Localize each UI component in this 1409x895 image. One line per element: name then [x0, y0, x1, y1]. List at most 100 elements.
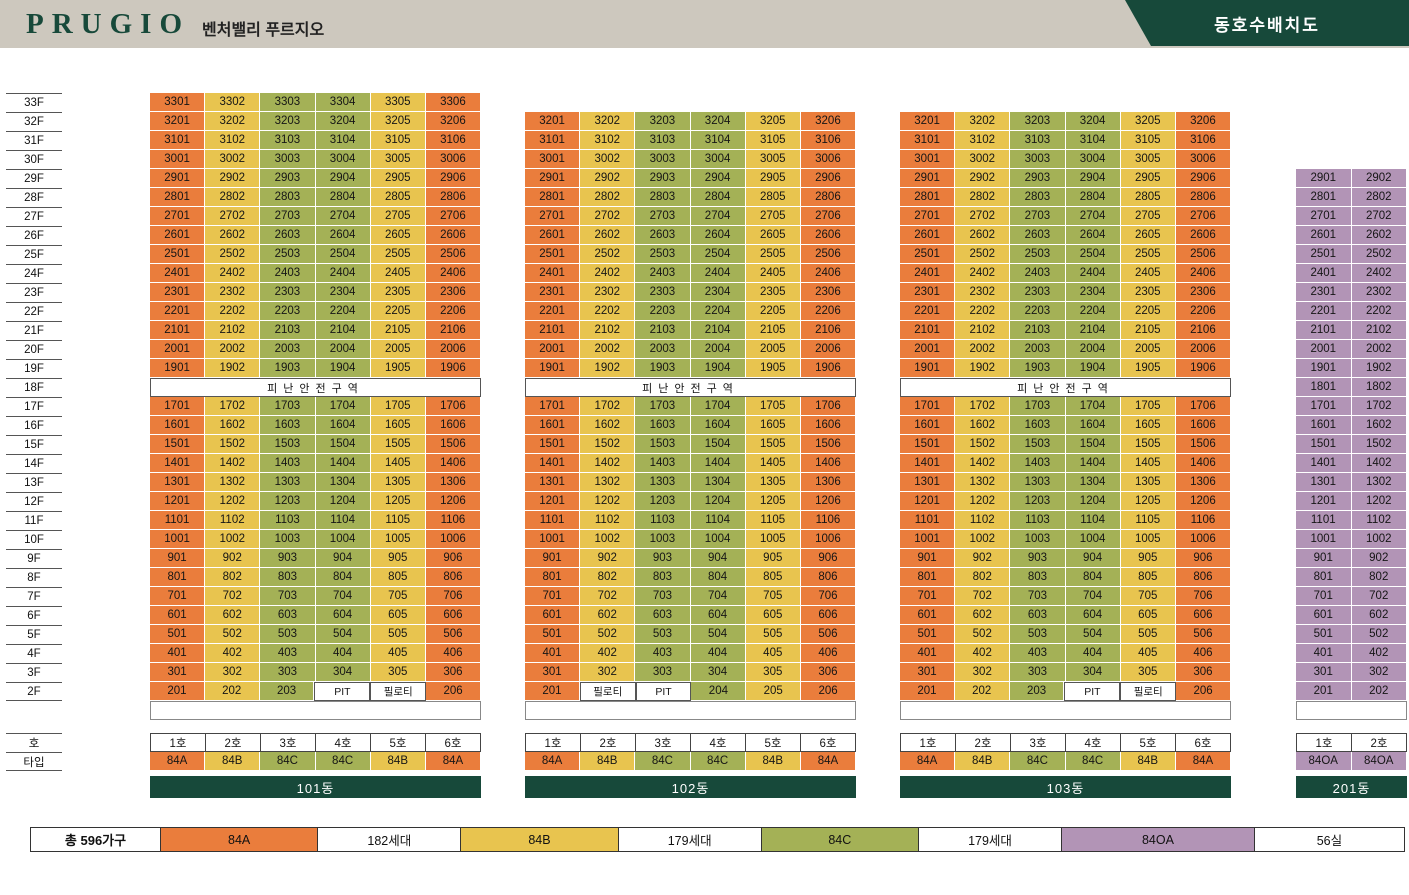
floor-row: 201 202 — [1296, 682, 1407, 701]
unit-cell: 2706 — [425, 207, 482, 226]
unit-cell: 2903 — [635, 169, 691, 188]
unit-cell: 402 — [955, 644, 1011, 663]
unit-cell: 2503 — [1010, 245, 1066, 264]
type-cell: 84A — [1175, 752, 1232, 771]
floor-row: 1101 1102 1103 1104 1105 1106 — [525, 511, 857, 530]
unit-cell: 1503 — [260, 435, 316, 454]
floor-row: 2601 2602 — [1296, 226, 1407, 245]
unit-cell: 2503 — [260, 245, 316, 264]
unit-cell: 2105 — [370, 321, 426, 340]
floor-label: 30F — [6, 150, 62, 169]
floor-label: 28F — [6, 188, 62, 207]
unit-cell: 1101 — [1296, 511, 1352, 530]
unit-cell: 2902 — [580, 169, 636, 188]
floor-row: 2501 2502 2503 2504 2505 2506 — [900, 245, 1232, 264]
unit-cell: 1102 — [1351, 511, 1407, 530]
floor-row: 2201 2202 2203 2204 2205 2206 — [150, 302, 482, 321]
floor-label: 3F — [6, 663, 62, 682]
unit-cell: 1005 — [370, 530, 426, 549]
unit-cell: 2705 — [1120, 207, 1176, 226]
unit-cell: 1003 — [1010, 530, 1066, 549]
unit-cell: 1206 — [1175, 492, 1232, 511]
unit-cell: 1904 — [1065, 359, 1121, 378]
unit-cell: 1905 — [370, 359, 426, 378]
unit-cell: 2002 — [205, 340, 261, 359]
unit-cell: 2805 — [370, 188, 426, 207]
unit-cell: 3005 — [1120, 150, 1176, 169]
unit-cell: 2403 — [1010, 264, 1066, 283]
unit-cell: 802 — [580, 568, 636, 587]
unit-cell: 3203 — [1010, 112, 1066, 131]
type-row: 84A 84B 84C 84C 84B 84A — [525, 752, 857, 771]
floor-row: 1001 1002 — [1296, 530, 1407, 549]
unit-cell: 1201 — [1296, 492, 1352, 511]
unit-cell: 1704 — [315, 397, 371, 416]
piloti-cell: 필로티 — [370, 682, 427, 701]
unit-cell: 3106 — [1175, 131, 1232, 150]
unit-cell: 1203 — [1010, 492, 1066, 511]
unit-cell: 1303 — [260, 473, 316, 492]
unit-cell: 2401 — [150, 264, 206, 283]
unit-cell: 1003 — [260, 530, 316, 549]
unit-cell: 1305 — [745, 473, 801, 492]
unit-cell: 1703 — [635, 397, 691, 416]
unit-cell: 2101 — [525, 321, 581, 340]
unit-cell: 2103 — [1010, 321, 1066, 340]
unit-cell: 2405 — [370, 264, 426, 283]
building-column: 3301 3302 3303 3304 3305 3306 3201 3202 3203 3204… — [150, 93, 482, 798]
floor-row: 1101 1102 1103 1104 1105 1106 — [900, 511, 1232, 530]
unit-cell: 205 — [746, 682, 802, 701]
unit-cell: 2002 — [1351, 340, 1407, 359]
unit-cell: 401 — [900, 644, 956, 663]
unit-cell: 1802 — [1351, 378, 1407, 397]
unit-cell: 1604 — [1065, 416, 1121, 435]
building-column: 3201 3202 3203 3204 3205 3206 3101 3102 3103 3104… — [900, 93, 1232, 798]
unit-cell: 2402 — [955, 264, 1011, 283]
unit-cell: 901 — [1296, 549, 1352, 568]
unit-cell: 3106 — [800, 131, 857, 150]
unit-cell: 402 — [1351, 644, 1407, 663]
floor-row: 401 402 — [1296, 644, 1407, 663]
floor-row: 1201 1202 1203 1204 1205 1206 — [525, 492, 857, 511]
unit-number-header-row: 1호 2호 — [1296, 733, 1407, 752]
unit-cell: 2903 — [1010, 169, 1066, 188]
unit-cell: 1605 — [370, 416, 426, 435]
unit-cell: 1602 — [580, 416, 636, 435]
unit-cell: 2501 — [525, 245, 581, 264]
floor-label: 14F — [6, 454, 62, 473]
unit-cell: 2202 — [955, 302, 1011, 321]
unit-cell: 2803 — [635, 188, 691, 207]
unit-cell: 2206 — [1175, 302, 1232, 321]
floor-row: 1301 1302 1303 1304 1305 1306 — [900, 473, 1232, 492]
unit-cell: 1203 — [635, 492, 691, 511]
unit-cell: 2802 — [205, 188, 261, 207]
unit-cell: 2506 — [1175, 245, 1232, 264]
unit-cell: 2703 — [260, 207, 316, 226]
unit-cell: 505 — [745, 625, 801, 644]
unit-cell: 1605 — [1120, 416, 1176, 435]
unit-cell: 1903 — [260, 359, 316, 378]
unit-cell: 1106 — [425, 511, 482, 530]
unit-cell: 1905 — [745, 359, 801, 378]
floor-label: 31F — [6, 131, 62, 150]
floor-row: 1501 1502 — [1296, 435, 1407, 454]
unit-cell: 2502 — [1351, 245, 1407, 264]
unit-cell: 2403 — [635, 264, 691, 283]
floor-row: 301 302 303 304 305 306 — [525, 663, 857, 682]
unit-cell: 2305 — [745, 283, 801, 302]
unit-cell: 1904 — [690, 359, 746, 378]
floor-row: 1301 1302 1303 1304 1305 1306 — [525, 473, 857, 492]
unit-cell: 1605 — [745, 416, 801, 435]
unit-cell: 1201 — [525, 492, 581, 511]
prugio-logo: PRUGIO — [26, 7, 190, 40]
unit-cell: 1101 — [150, 511, 206, 530]
first-floor-empty-cell — [900, 701, 1231, 720]
unit-cell: 1104 — [1065, 511, 1121, 530]
building-column: 2901 2902 2801 2802 2701 2702 2601 2602 2501 2502… — [1296, 93, 1407, 798]
unit-cell: 702 — [955, 587, 1011, 606]
unit-cell: 1602 — [1351, 416, 1407, 435]
floor-label: 27F — [6, 207, 62, 226]
unit-cell: 3204 — [1065, 112, 1121, 131]
unit-cell: 3206 — [1175, 112, 1232, 131]
unit-cell: 2904 — [315, 169, 371, 188]
